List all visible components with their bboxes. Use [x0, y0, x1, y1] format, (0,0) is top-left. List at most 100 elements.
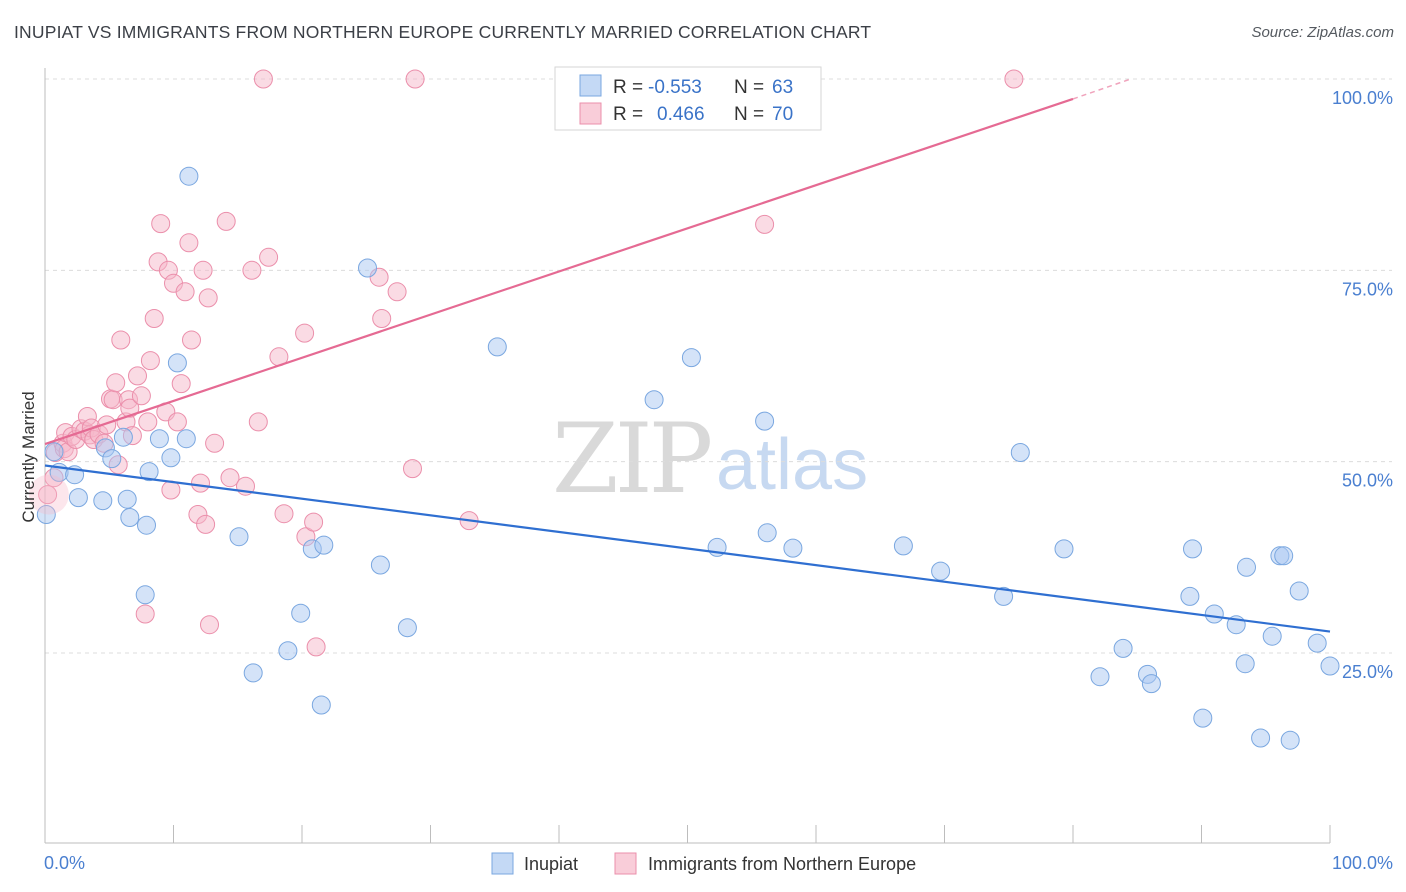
point-inupiat-56	[1280, 730, 1300, 750]
point-inupiat-40	[1054, 539, 1074, 559]
legend-r-label-2: R =	[613, 104, 643, 125]
point-northern-europe-55	[248, 412, 268, 432]
point-inupiat-7	[102, 449, 122, 469]
point-northern-europe-46	[193, 260, 213, 280]
point-inupiat-44	[1141, 674, 1161, 694]
point-inupiat-1	[44, 442, 64, 462]
point-northern-europe-34	[151, 214, 171, 234]
point-inupiat-52	[1251, 728, 1271, 748]
point-northern-europe-39	[167, 412, 187, 432]
point-northern-europe-37	[161, 480, 181, 500]
point-northern-europe-54	[242, 260, 262, 280]
point-inupiat-45	[1180, 586, 1200, 606]
legend-r-value-1: -0.553	[648, 77, 702, 98]
bottom-legend-label-inupiat: Inupiat	[524, 854, 578, 874]
legend-n-value-2: 70	[772, 104, 793, 125]
point-inupiat-59	[1320, 656, 1340, 676]
trend-lines	[44, 78, 1331, 633]
point-inupiat-27	[370, 555, 390, 575]
point-northern-europe-20	[106, 373, 126, 393]
point-inupiat-50	[1235, 654, 1255, 674]
point-inupiat-41	[1090, 667, 1110, 687]
y-tick-labels: 25.0% 50.0% 75.0% 100.0%	[1332, 88, 1393, 682]
point-northern-europe-45	[191, 473, 210, 493]
axes	[44, 68, 1331, 844]
point-inupiat-19	[229, 527, 249, 547]
point-inupiat-8	[113, 427, 133, 447]
point-northern-europe-56	[253, 69, 273, 89]
point-inupiat-34	[757, 523, 777, 543]
point-northern-europe-25	[120, 398, 140, 418]
point-inupiat-11	[135, 585, 155, 605]
y-tick-label-0: 25.0%	[1342, 662, 1393, 682]
point-northern-europe-63	[306, 637, 326, 657]
point-northern-europe-42	[179, 233, 199, 253]
y-axis-label: Currently Married	[19, 391, 38, 522]
point-inupiat-9	[117, 489, 137, 509]
series-legend: Inupiat Immigrants from Northern Europe	[491, 852, 916, 875]
x-tick-label-1: 100.0%	[1332, 853, 1393, 873]
trend-line-inupiat	[44, 464, 1331, 633]
bottom-legend-swatch-northern-europe	[614, 852, 637, 875]
point-inupiat-21	[278, 641, 298, 661]
point-inupiat-37	[931, 561, 951, 581]
source-credit: Source: ZipAtlas.com	[1251, 24, 1394, 41]
point-northern-europe-47	[196, 514, 216, 534]
point-northern-europe-59	[274, 504, 294, 524]
watermark: ZIP atlas	[552, 403, 868, 515]
point-inupiat-35	[783, 538, 803, 558]
x-tick-labels: 0.0% 100.0%	[44, 853, 1393, 873]
point-northern-europe-50	[205, 433, 225, 453]
point-inupiat-47	[1193, 708, 1213, 728]
point-northern-europe-49	[200, 615, 219, 635]
y-tick-label-3: 100.0%	[1332, 88, 1393, 108]
point-inupiat-53	[1262, 626, 1282, 646]
watermark-atlas: atlas	[716, 425, 868, 505]
point-inupiat-4	[68, 488, 88, 508]
point-northern-europe-62	[304, 512, 324, 532]
legend-n-label-1: N =	[734, 77, 764, 98]
point-northern-europe-52	[220, 468, 240, 488]
bottom-legend-label-northern-europe: Immigrants from Northern Europe	[648, 854, 916, 874]
point-northern-europe-22	[111, 330, 131, 350]
point-inupiat-14	[149, 429, 169, 449]
point-northern-europe-31	[140, 351, 160, 371]
point-northern-europe-32	[144, 309, 164, 328]
point-northern-europe-43	[182, 330, 201, 350]
point-inupiat-13	[139, 462, 159, 482]
correlation-legend: R = -0.553 N = 63 R = 0.466 N = 70	[554, 66, 822, 131]
point-inupiat-51	[1237, 557, 1256, 577]
point-northern-europe-66	[387, 282, 407, 302]
x-tick-label-0: 0.0%	[44, 853, 85, 873]
point-inupiat-16	[167, 353, 187, 373]
trend-line-northern-europe	[44, 97, 1074, 446]
bottom-legend-swatch-inupiat	[491, 852, 514, 875]
point-inupiat-31	[681, 348, 701, 368]
point-northern-europe-29	[135, 604, 155, 624]
point-inupiat-38	[994, 586, 1014, 606]
point-inupiat-0	[36, 505, 56, 524]
point-inupiat-39	[1010, 443, 1030, 462]
legend-swatch-inupiat	[579, 74, 602, 97]
point-northern-europe-30	[138, 412, 158, 432]
point-inupiat-57	[1289, 581, 1309, 601]
point-inupiat-36	[893, 536, 913, 556]
point-northern-europe-28	[131, 386, 151, 406]
point-northern-europe-71	[1004, 69, 1024, 89]
point-inupiat-6	[93, 491, 113, 511]
point-inupiat-58	[1307, 633, 1327, 653]
point-inupiat-30	[644, 390, 664, 410]
point-inupiat-48	[1204, 604, 1224, 624]
point-northern-europe-41	[175, 282, 195, 302]
point-inupiat-46	[1183, 539, 1202, 559]
trend-line-extension-northern-europe	[1072, 78, 1132, 100]
point-northern-europe-70	[755, 214, 775, 234]
point-northern-europe-68	[405, 69, 425, 89]
point-northern-europe-57	[259, 247, 279, 267]
legend-r-label-1: R =	[613, 77, 643, 98]
point-northern-europe-51	[216, 211, 236, 231]
point-inupiat-29	[487, 337, 507, 357]
legend-n-value-1: 63	[772, 77, 793, 98]
point-inupiat-22	[291, 603, 311, 623]
